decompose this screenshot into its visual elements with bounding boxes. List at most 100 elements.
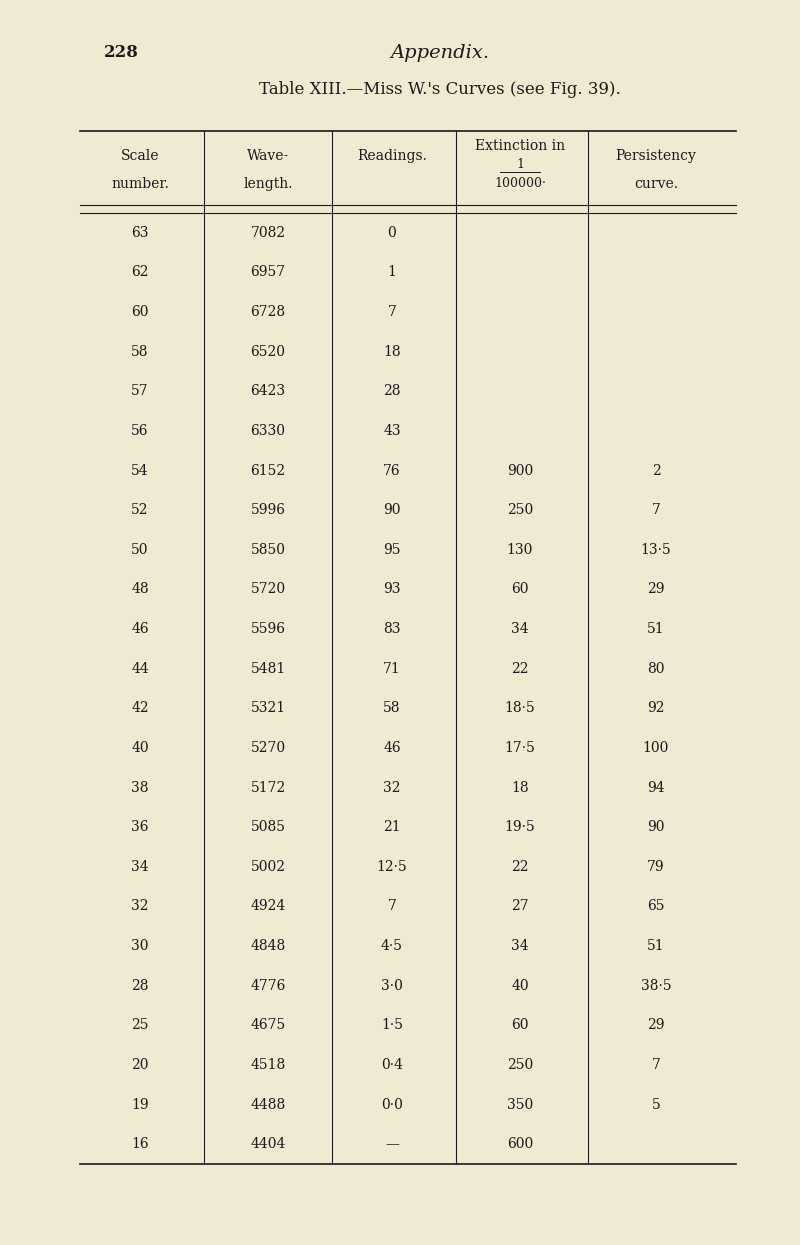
Text: 18: 18 bbox=[511, 781, 529, 794]
Text: 4776: 4776 bbox=[250, 979, 286, 992]
Text: 4675: 4675 bbox=[250, 1018, 286, 1032]
Text: 30: 30 bbox=[131, 939, 149, 954]
Text: 5002: 5002 bbox=[250, 860, 286, 874]
Text: 28: 28 bbox=[383, 385, 401, 398]
Text: 29: 29 bbox=[647, 583, 665, 596]
Text: 5270: 5270 bbox=[250, 741, 286, 754]
Text: 51: 51 bbox=[647, 622, 665, 636]
Text: 40: 40 bbox=[511, 979, 529, 992]
Text: 20: 20 bbox=[131, 1058, 149, 1072]
Text: 7082: 7082 bbox=[250, 225, 286, 240]
Text: 7: 7 bbox=[387, 305, 397, 319]
Text: 56: 56 bbox=[131, 423, 149, 438]
Text: 6520: 6520 bbox=[250, 345, 286, 359]
Text: 19: 19 bbox=[131, 1098, 149, 1112]
Text: 5085: 5085 bbox=[250, 820, 286, 834]
Text: Readings.: Readings. bbox=[357, 148, 427, 163]
Text: 93: 93 bbox=[383, 583, 401, 596]
Text: 62: 62 bbox=[131, 265, 149, 279]
Text: 60: 60 bbox=[511, 583, 529, 596]
Text: 34: 34 bbox=[511, 622, 529, 636]
Text: 32: 32 bbox=[131, 899, 149, 914]
Text: number.: number. bbox=[111, 177, 169, 192]
Text: 43: 43 bbox=[383, 423, 401, 438]
Text: 17·5: 17·5 bbox=[505, 741, 535, 754]
Text: 46: 46 bbox=[383, 741, 401, 754]
Text: 13·5: 13·5 bbox=[641, 543, 671, 557]
Text: Appendix.: Appendix. bbox=[390, 44, 490, 61]
Text: 63: 63 bbox=[131, 225, 149, 240]
Text: 250: 250 bbox=[507, 503, 533, 517]
Text: 48: 48 bbox=[131, 583, 149, 596]
Text: 83: 83 bbox=[383, 622, 401, 636]
Text: 29: 29 bbox=[647, 1018, 665, 1032]
Text: 900: 900 bbox=[507, 463, 533, 478]
Text: 52: 52 bbox=[131, 503, 149, 517]
Text: 5850: 5850 bbox=[250, 543, 286, 557]
Text: 22: 22 bbox=[511, 860, 529, 874]
Text: length.: length. bbox=[243, 177, 293, 192]
Text: 34: 34 bbox=[131, 860, 149, 874]
Text: 4488: 4488 bbox=[250, 1098, 286, 1112]
Text: 60: 60 bbox=[131, 305, 149, 319]
Text: 7: 7 bbox=[651, 1058, 661, 1072]
Text: 76: 76 bbox=[383, 463, 401, 478]
Text: Wave-: Wave- bbox=[247, 148, 289, 163]
Text: 1: 1 bbox=[516, 158, 524, 171]
Text: Table XIII.—Miss W.'s Curves (see Fig. 39).: Table XIII.—Miss W.'s Curves (see Fig. 3… bbox=[259, 81, 621, 98]
Text: 25: 25 bbox=[131, 1018, 149, 1032]
Text: 6728: 6728 bbox=[250, 305, 286, 319]
Text: 38·5: 38·5 bbox=[641, 979, 671, 992]
Text: 18·5: 18·5 bbox=[505, 701, 535, 716]
Text: 34: 34 bbox=[511, 939, 529, 954]
Text: 4·5: 4·5 bbox=[381, 939, 403, 954]
Text: 40: 40 bbox=[131, 741, 149, 754]
Text: 95: 95 bbox=[383, 543, 401, 557]
Text: 92: 92 bbox=[647, 701, 665, 716]
Text: 5720: 5720 bbox=[250, 583, 286, 596]
Text: 100000·: 100000· bbox=[494, 177, 546, 189]
Text: 0: 0 bbox=[388, 225, 396, 240]
Text: 57: 57 bbox=[131, 385, 149, 398]
Text: 27: 27 bbox=[511, 899, 529, 914]
Text: 2: 2 bbox=[652, 463, 660, 478]
Text: 7: 7 bbox=[651, 503, 661, 517]
Text: 22: 22 bbox=[511, 661, 529, 676]
Text: 5996: 5996 bbox=[250, 503, 286, 517]
Text: 32: 32 bbox=[383, 781, 401, 794]
Text: 12·5: 12·5 bbox=[377, 860, 407, 874]
Text: Persistency: Persistency bbox=[615, 148, 697, 163]
Text: 5172: 5172 bbox=[250, 781, 286, 794]
Text: 0·4: 0·4 bbox=[381, 1058, 403, 1072]
Text: 28: 28 bbox=[131, 979, 149, 992]
Text: 79: 79 bbox=[647, 860, 665, 874]
Text: 4924: 4924 bbox=[250, 899, 286, 914]
Text: Scale: Scale bbox=[121, 148, 159, 163]
Text: 350: 350 bbox=[507, 1098, 533, 1112]
Text: 7: 7 bbox=[387, 899, 397, 914]
Text: 6423: 6423 bbox=[250, 385, 286, 398]
Text: 21: 21 bbox=[383, 820, 401, 834]
Text: 46: 46 bbox=[131, 622, 149, 636]
Text: 42: 42 bbox=[131, 701, 149, 716]
Text: 90: 90 bbox=[647, 820, 665, 834]
Text: 36: 36 bbox=[131, 820, 149, 834]
Text: 100: 100 bbox=[643, 741, 669, 754]
Text: 44: 44 bbox=[131, 661, 149, 676]
Text: 54: 54 bbox=[131, 463, 149, 478]
Text: 50: 50 bbox=[131, 543, 149, 557]
Text: 58: 58 bbox=[383, 701, 401, 716]
Text: 4848: 4848 bbox=[250, 939, 286, 954]
Text: 65: 65 bbox=[647, 899, 665, 914]
Text: 4518: 4518 bbox=[250, 1058, 286, 1072]
Text: 19·5: 19·5 bbox=[505, 820, 535, 834]
Text: 94: 94 bbox=[647, 781, 665, 794]
Text: 80: 80 bbox=[647, 661, 665, 676]
Text: 600: 600 bbox=[507, 1137, 533, 1152]
Text: 0·0: 0·0 bbox=[381, 1098, 403, 1112]
Text: curve.: curve. bbox=[634, 177, 678, 192]
Text: 5481: 5481 bbox=[250, 661, 286, 676]
Text: 51: 51 bbox=[647, 939, 665, 954]
Text: 1: 1 bbox=[387, 265, 397, 279]
Text: 71: 71 bbox=[383, 661, 401, 676]
